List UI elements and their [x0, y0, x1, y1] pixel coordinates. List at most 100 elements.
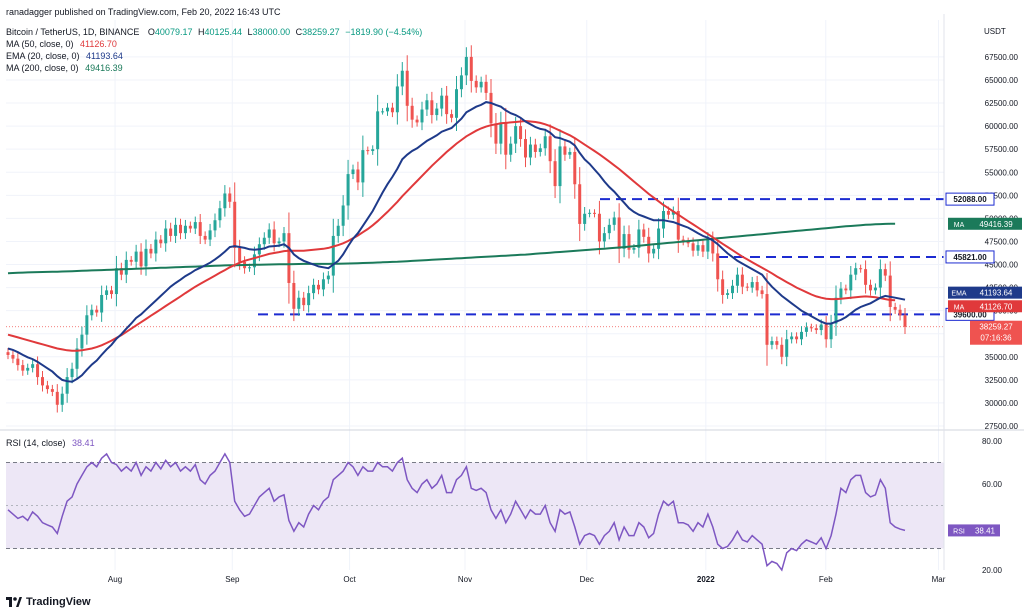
- legend-ma200[interactable]: MA (200, close, 0) 49416.39: [6, 62, 123, 74]
- candle-body: [819, 324, 823, 331]
- candle-body: [839, 288, 843, 298]
- value-badge: EMA 41193.64: [948, 286, 1022, 299]
- y-tick-label: 52500.00: [985, 191, 1019, 200]
- candle-body: [154, 239, 158, 254]
- candle-body: [883, 269, 887, 276]
- candle-body: [864, 269, 868, 285]
- candle-body: [484, 81, 488, 93]
- candle-body: [297, 297, 301, 309]
- candle-body: [272, 229, 276, 244]
- legend-ma200-value: 49416.39: [85, 63, 123, 73]
- candle-body: [203, 235, 207, 240]
- candle-body: [277, 241, 281, 244]
- candle-body: [893, 306, 897, 310]
- candle-body: [90, 309, 94, 316]
- candle-body: [395, 86, 399, 113]
- candle-body: [612, 217, 616, 225]
- candle-body: [100, 294, 104, 313]
- candle-body: [489, 92, 493, 124]
- candle-body: [105, 290, 109, 295]
- candle-body: [597, 213, 601, 242]
- rsi-y-tick-label: 80.00: [982, 437, 1003, 446]
- candle-body: [804, 327, 808, 332]
- candle-body: [134, 251, 138, 262]
- level-badge: 52088.00: [945, 192, 995, 206]
- value-badge-tag: [948, 217, 970, 230]
- candle-body: [248, 267, 251, 269]
- candle-body: [898, 309, 902, 316]
- candle-body: [834, 297, 838, 324]
- y-tick-label: 45000.00: [985, 261, 1019, 270]
- candle-body: [336, 225, 340, 236]
- legend-ema20[interactable]: EMA (20, close, 0) 41193.64: [6, 50, 123, 62]
- legend-rsi-value: 38.41: [72, 438, 95, 448]
- candle-body: [873, 287, 877, 291]
- legend-ma50[interactable]: MA (50, close, 0) 41126.70: [6, 38, 117, 50]
- tradingview-logo[interactable]: TradingView: [6, 596, 91, 608]
- candle-body: [568, 151, 572, 155]
- candle-body: [445, 95, 449, 115]
- legend-ma50-value: 41126.70: [80, 39, 117, 49]
- candle-body: [553, 161, 557, 187]
- candle-body: [312, 284, 316, 294]
- candle-body: [731, 285, 734, 294]
- candle-body: [223, 193, 227, 209]
- candle-body: [415, 119, 419, 123]
- candle-body: [114, 268, 118, 295]
- candle-body: [691, 243, 695, 251]
- candle-body: [16, 358, 20, 366]
- candle-body: [366, 150, 370, 152]
- rsi-badge: RSI 38.41: [948, 524, 1000, 537]
- candle-body: [341, 205, 345, 226]
- rsi-line: [7, 452, 906, 572]
- candle-body: [21, 365, 25, 371]
- candle-body: [745, 286, 749, 288]
- x-tick-label: 2022: [697, 575, 715, 584]
- candle-body: [179, 224, 182, 234]
- candle-body: [593, 212, 596, 214]
- ema20-line: [7, 101, 906, 383]
- candle-body: [519, 126, 523, 140]
- candle-body: [504, 122, 508, 155]
- ohlc-close: 38259.27: [302, 27, 340, 37]
- last-price-badge-box: [970, 320, 1022, 345]
- value-badge-value: 41126.70: [980, 302, 1013, 311]
- candle-body: [400, 70, 404, 87]
- value-badge-tag-text: MA: [954, 222, 965, 229]
- candle-body: [45, 385, 49, 390]
- candle-body: [785, 339, 789, 357]
- candle-body: [238, 247, 242, 262]
- x-tick-label: Nov: [458, 575, 472, 584]
- candle-body: [95, 309, 99, 313]
- legend-rsi[interactable]: RSI (14, close) 38.41: [6, 437, 95, 449]
- candle-body: [528, 144, 532, 158]
- rsi-badge-box: [970, 524, 1000, 537]
- rsi-pane: [6, 452, 944, 572]
- ohlc-open: 40079.17: [154, 27, 193, 37]
- candle-body: [878, 269, 882, 288]
- value-badge-value: 41193.64: [980, 289, 1013, 298]
- candle-body: [41, 377, 44, 386]
- candle-body: [60, 393, 64, 405]
- currency-label[interactable]: USDT: [984, 27, 1006, 36]
- candle-body: [11, 354, 15, 359]
- candle-body: [726, 293, 730, 295]
- candle-body: [578, 184, 582, 224]
- candle-body: [50, 389, 54, 392]
- y-tick-label: 30000.00: [985, 399, 1019, 408]
- candle-body: [514, 126, 518, 144]
- y-tick-label: 62500.00: [985, 99, 1019, 108]
- candle-body: [888, 275, 892, 307]
- candle-body: [321, 279, 325, 290]
- value-badge-tag-text: MA: [954, 304, 965, 311]
- candle-body: [26, 367, 30, 371]
- candle-body: [696, 245, 700, 251]
- candle-body: [139, 251, 143, 267]
- candle-body: [149, 248, 153, 254]
- candle-body: [80, 334, 84, 349]
- candle-body: [676, 211, 680, 240]
- candle-body: [770, 341, 774, 345]
- level-badge-box: [945, 250, 995, 264]
